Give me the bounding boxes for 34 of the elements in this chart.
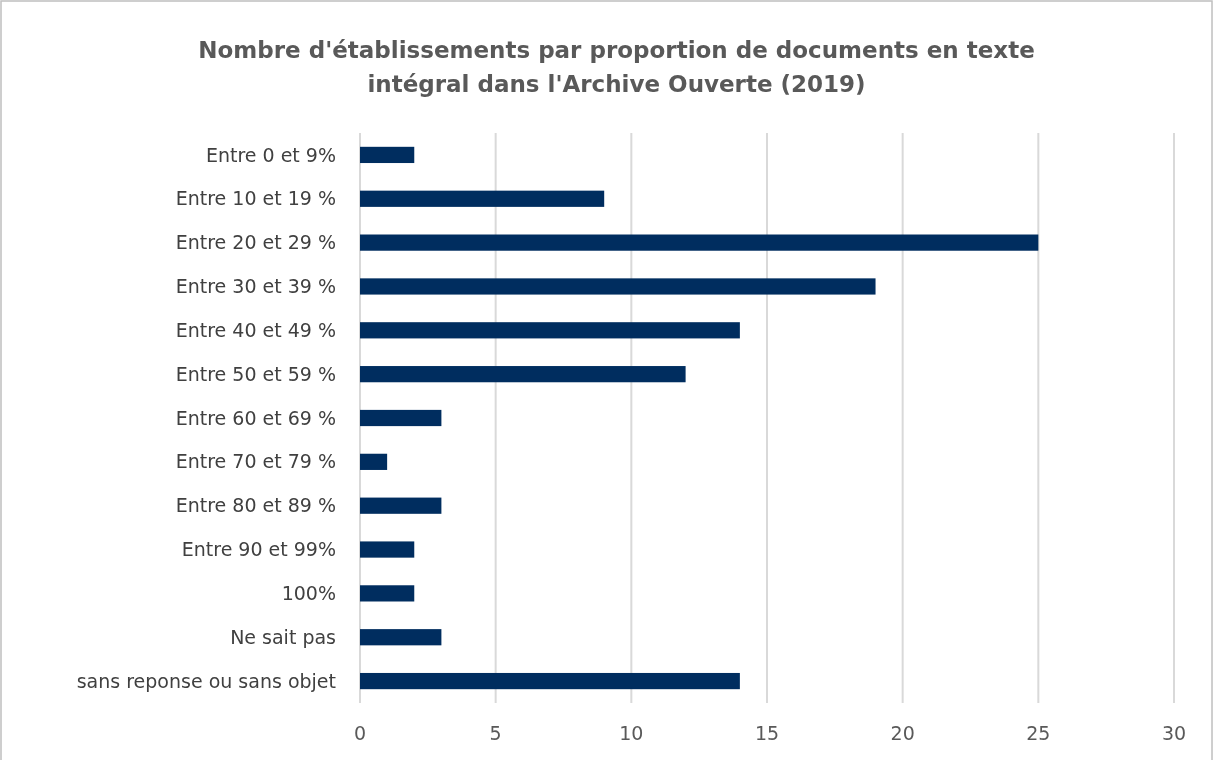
x-tick-label: 25 bbox=[1026, 722, 1051, 744]
bar bbox=[360, 585, 415, 602]
bar bbox=[360, 629, 442, 646]
bar bbox=[360, 322, 740, 339]
chart-title: Nombre d'établissements par proportion de documents en texte intégral dans l'Archive Ouverte (2019) bbox=[198, 37, 1035, 97]
bar bbox=[360, 146, 415, 164]
bar bbox=[360, 541, 415, 558]
x-tick-label: 15 bbox=[754, 722, 780, 744]
x-tick-label: 30 bbox=[1161, 722, 1187, 744]
y-tick-label: Entre 40 et 49 % bbox=[175, 318, 336, 341]
bar bbox=[360, 672, 740, 690]
x-tick-label: 0 bbox=[353, 722, 367, 744]
y-tick-label: sans reponse ou sans objet bbox=[76, 669, 336, 692]
y-tick-label: Ne sait pas bbox=[230, 625, 336, 648]
bar bbox=[360, 278, 876, 295]
y-tick-label: Entre 10 et 19 % bbox=[175, 187, 336, 210]
y-tick-label: Entre 90 et 99% bbox=[181, 538, 336, 561]
y-tick-label: Entre 70 et 79 % bbox=[175, 450, 336, 473]
y-tick-label: Entre 0 et 9% bbox=[205, 143, 336, 166]
bar bbox=[360, 409, 442, 427]
bar bbox=[360, 497, 442, 514]
bar bbox=[360, 190, 605, 207]
bar bbox=[360, 234, 1039, 251]
y-tick-label: 100% bbox=[281, 582, 336, 605]
y-tick-label: Entre 50 et 59 % bbox=[175, 362, 336, 385]
bar bbox=[360, 366, 686, 383]
x-tick-label: 5 bbox=[489, 722, 502, 744]
y-tick-label: Entre 60 et 69 % bbox=[175, 406, 336, 429]
x-tick-label: 20 bbox=[890, 722, 915, 744]
y-tick-label: Entre 20 et 29 % bbox=[175, 231, 336, 254]
bar bbox=[360, 453, 388, 470]
x-tick-label: 10 bbox=[619, 722, 644, 744]
y-tick-label: Entre 80 et 89 % bbox=[175, 494, 336, 517]
y-tick-label: Entre 30 et 39 % bbox=[175, 275, 336, 298]
